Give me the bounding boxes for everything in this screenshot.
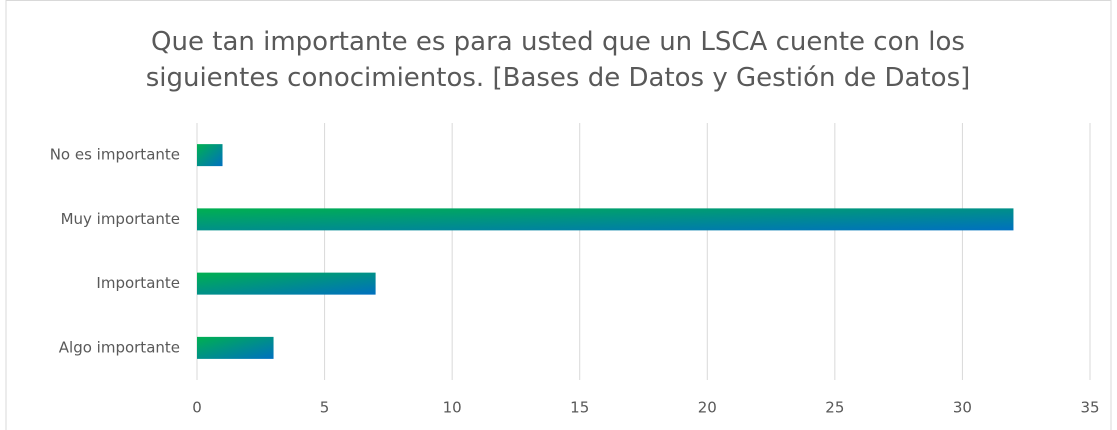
chart-border	[5, 0, 1112, 430]
x-tick-label: 25	[825, 399, 844, 417]
x-tick-label: 10	[443, 399, 462, 417]
bar	[197, 144, 223, 167]
x-tick-label: 5	[320, 399, 330, 417]
chart-title: Que tan importante es para usted que un …	[145, 27, 971, 93]
y-tick-label: Algo importante	[59, 338, 180, 356]
bar	[197, 272, 376, 295]
y-tick-label: Muy importante	[61, 210, 180, 228]
x-tick-label: 20	[698, 399, 717, 417]
x-tick-label: 0	[192, 399, 202, 417]
x-tick-label: 15	[570, 399, 589, 417]
bar	[197, 208, 1014, 231]
x-tick-label: 35	[1080, 399, 1099, 417]
x-tick-label: 30	[953, 399, 972, 417]
y-tick-label: Importante	[96, 274, 180, 292]
bar	[197, 336, 274, 359]
y-tick-label: No es importante	[50, 146, 180, 164]
